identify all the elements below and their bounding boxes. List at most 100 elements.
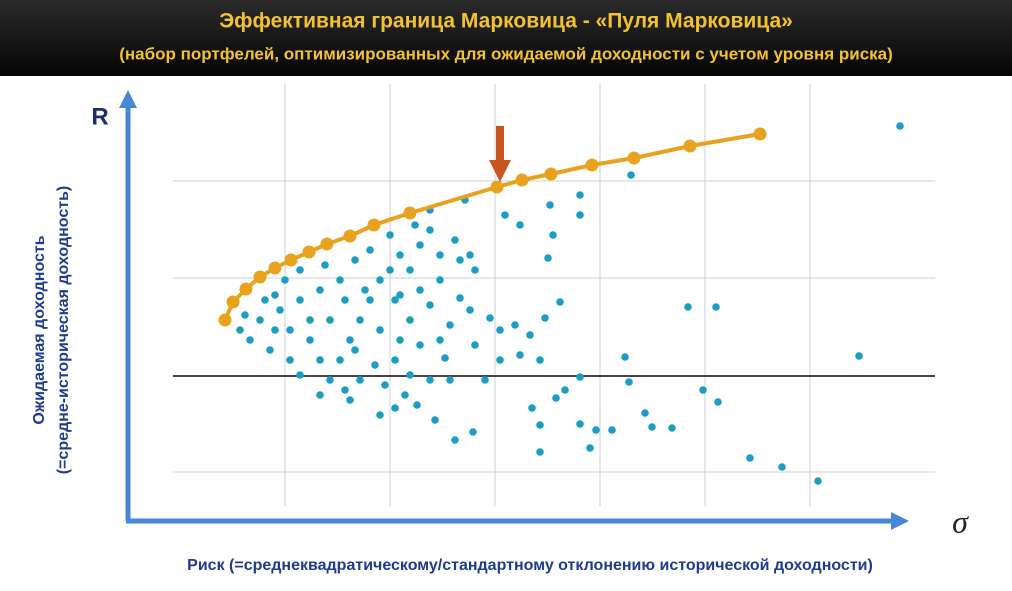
portfolio-point xyxy=(436,251,444,259)
portfolio-point xyxy=(341,296,349,304)
portfolio-point xyxy=(356,376,364,384)
portfolio-point xyxy=(516,351,524,359)
portfolio-point xyxy=(316,356,324,364)
portfolio-point xyxy=(276,306,284,314)
frontier-point xyxy=(627,151,641,165)
portfolio-point xyxy=(413,401,421,409)
portfolio-point xyxy=(648,423,656,431)
portfolio-point xyxy=(271,291,279,299)
portfolio-point xyxy=(481,376,489,384)
portfolio-point xyxy=(446,376,454,384)
portfolio-point xyxy=(426,376,434,384)
portfolio-point xyxy=(855,352,863,360)
portfolio-point xyxy=(456,294,464,302)
portfolio-point xyxy=(684,303,692,311)
portfolio-point xyxy=(396,251,404,259)
x-axis-symbol: σ xyxy=(952,503,969,539)
frontier-point xyxy=(253,270,267,284)
portfolio-point xyxy=(351,256,359,264)
portfolio-point xyxy=(621,353,629,361)
portfolio-point xyxy=(576,191,584,199)
portfolio-point xyxy=(296,296,304,304)
frontier-point xyxy=(343,229,357,243)
portfolio-point xyxy=(416,341,424,349)
portfolio-point xyxy=(544,254,552,262)
x-axis-arrow xyxy=(891,512,909,530)
portfolio-point xyxy=(391,296,399,304)
portfolio-point xyxy=(316,391,324,399)
frontier-point xyxy=(753,127,767,141)
portfolio-point xyxy=(516,221,524,229)
portfolio-point xyxy=(386,266,394,274)
portfolio-point xyxy=(306,316,314,324)
portfolio-point xyxy=(346,396,354,404)
portfolio-point xyxy=(296,371,304,379)
frontier-point xyxy=(367,218,381,232)
pointer-arrow-head xyxy=(489,160,511,182)
portfolio-point xyxy=(406,266,414,274)
portfolio-point xyxy=(466,251,474,259)
portfolio-point xyxy=(778,463,786,471)
portfolio-point xyxy=(286,326,294,334)
portfolio-point xyxy=(236,326,244,334)
portfolio-point xyxy=(536,356,544,364)
portfolio-point xyxy=(271,326,279,334)
portfolio-point xyxy=(316,286,324,294)
x-label: Риск (=среднеквадратическому/стандартном… xyxy=(187,557,873,574)
portfolio-point xyxy=(336,276,344,284)
portfolio-point xyxy=(536,421,544,429)
portfolio-point xyxy=(471,266,479,274)
portfolio-point xyxy=(576,420,584,428)
portfolio-point xyxy=(541,314,549,322)
portfolio-point xyxy=(346,336,354,344)
portfolio-point xyxy=(341,386,349,394)
portfolio-point xyxy=(436,276,444,284)
portfolio-point xyxy=(496,326,504,334)
portfolio-point xyxy=(266,346,274,354)
frontier-point xyxy=(515,173,529,187)
portfolio-point xyxy=(336,356,344,364)
frontier-point xyxy=(683,139,697,153)
portfolio-point xyxy=(366,246,374,254)
portfolio-point xyxy=(376,326,384,334)
portfolio-point xyxy=(256,316,264,324)
frontier-point xyxy=(218,313,232,327)
portfolio-point xyxy=(321,261,329,269)
portfolio-point xyxy=(326,316,334,324)
portfolio-point xyxy=(381,381,389,389)
portfolio-point xyxy=(366,296,374,304)
portfolio-point xyxy=(391,356,399,364)
portfolio-point xyxy=(406,316,414,324)
portfolio-point xyxy=(699,386,707,394)
portfolio-point xyxy=(281,276,289,284)
portfolio-point xyxy=(416,286,424,294)
portfolio-point xyxy=(356,316,364,324)
portfolio-point xyxy=(536,448,544,456)
portfolio-point xyxy=(441,354,449,362)
header-band xyxy=(0,0,1012,76)
portfolio-point xyxy=(511,321,519,329)
frontier-point xyxy=(320,237,334,251)
portfolio-point xyxy=(326,376,334,384)
portfolio-point xyxy=(401,391,409,399)
title: Эффективная граница Марковица - «Пуля Ма… xyxy=(219,10,793,33)
portfolio-point xyxy=(431,416,439,424)
portfolio-point xyxy=(712,303,720,311)
portfolio-point xyxy=(746,454,754,462)
portfolio-point xyxy=(627,171,635,179)
portfolio-point xyxy=(456,256,464,264)
portfolio-point xyxy=(451,236,459,244)
portfolio-point xyxy=(608,426,616,434)
portfolio-point xyxy=(296,266,304,274)
portfolio-point xyxy=(371,361,379,369)
portfolio-point xyxy=(625,378,633,386)
portfolio-point xyxy=(546,201,554,209)
portfolio-point xyxy=(396,291,404,299)
portfolio-point xyxy=(446,321,454,329)
portfolio-point xyxy=(528,404,536,412)
portfolio-point xyxy=(641,409,649,417)
portfolio-point xyxy=(896,122,904,130)
portfolio-point xyxy=(391,404,399,412)
plot xyxy=(119,84,935,530)
